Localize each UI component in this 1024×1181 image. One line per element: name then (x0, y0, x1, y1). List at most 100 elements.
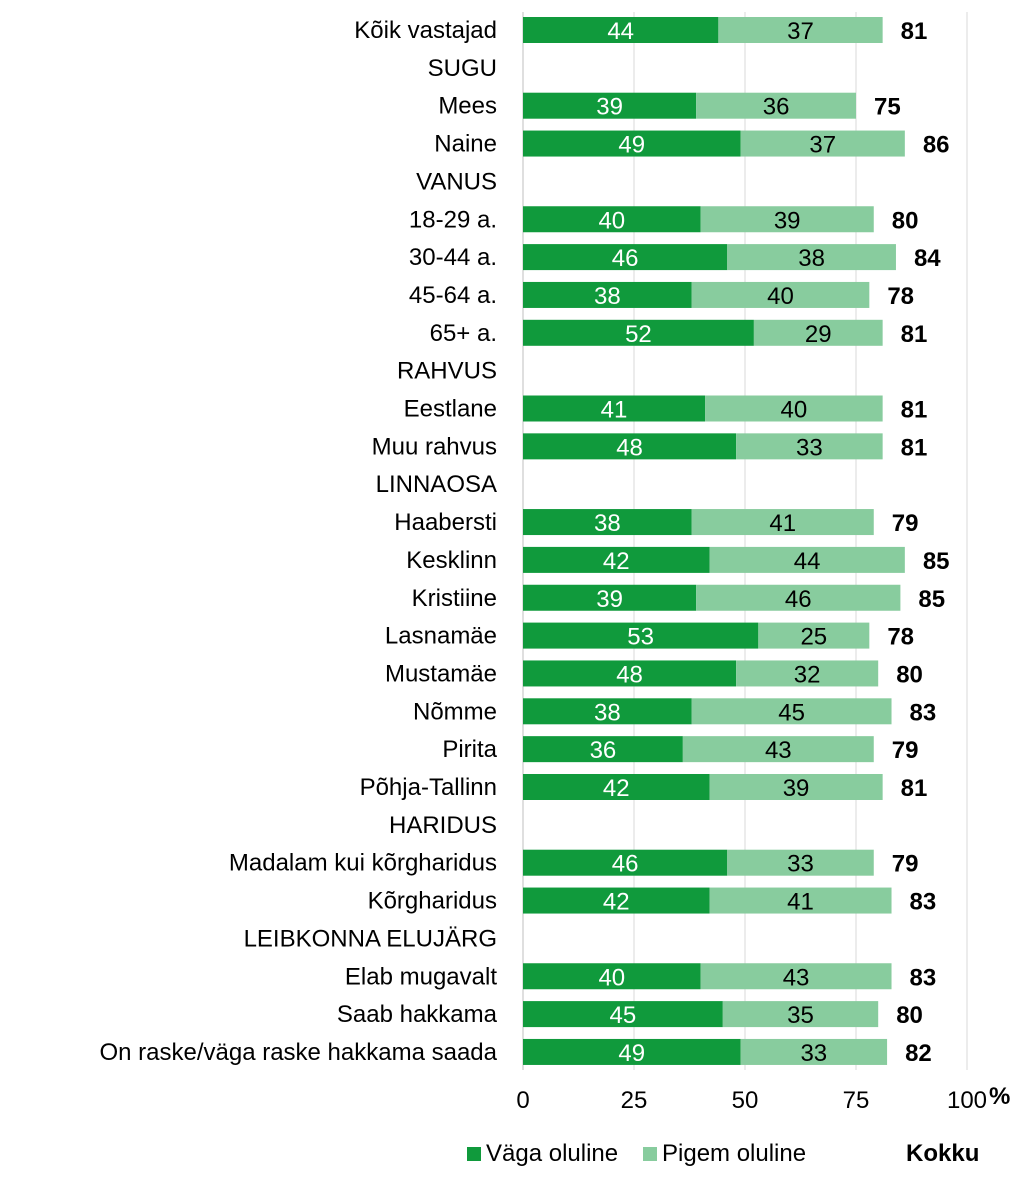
bar-vaga-oluline (523, 281, 692, 308)
legend-label-kokku: Kokku (906, 1140, 979, 1167)
bar-vaga-oluline (523, 622, 759, 649)
bar-pigem-oluline (691, 281, 870, 308)
bar-pigem-oluline (700, 206, 874, 233)
legend-label-vaga-oluline: Väga oluline (486, 1140, 618, 1167)
data-label-pigem-oluline: 33 (800, 1040, 827, 1067)
data-label-vaga-oluline: 42 (603, 775, 630, 802)
data-label-pigem-oluline: 39 (783, 775, 810, 802)
data-label-vaga-oluline: 42 (603, 889, 630, 916)
data-label-pigem-oluline: 40 (767, 283, 794, 310)
bar-pigem-oluline (736, 433, 883, 460)
total-label: 78 (887, 624, 914, 651)
data-label-vaga-oluline: 39 (596, 94, 623, 121)
legend: Väga oluline Pigem oluline Kokku (467, 1140, 979, 1167)
data-label-vaga-oluline: 46 (612, 851, 639, 878)
data-label-pigem-oluline: 40 (780, 397, 807, 424)
bar-vaga-oluline (523, 849, 728, 876)
bar-vaga-oluline (523, 887, 710, 914)
category-label: LINNAOSA (376, 471, 497, 498)
category-label: SUGU (428, 55, 497, 82)
total-label: 79 (892, 737, 919, 764)
category-label: LEIBKONNA ELUJÄRG (244, 925, 497, 952)
bar-vaga-oluline (523, 17, 719, 43)
data-label-pigem-oluline: 41 (769, 510, 796, 537)
legend-swatch-vaga-oluline (467, 1147, 481, 1161)
category-label: Kesklinn (406, 547, 497, 574)
data-label-vaga-oluline: 49 (618, 132, 645, 159)
category-label: 18-29 a. (409, 206, 497, 233)
bar-vaga-oluline (523, 206, 701, 233)
total-label: 83 (910, 964, 937, 991)
x-tick-label: 50 (732, 1087, 759, 1114)
data-label-pigem-oluline: 37 (809, 132, 836, 159)
bar-vaga-oluline (523, 698, 692, 725)
data-label-vaga-oluline: 40 (598, 207, 625, 234)
data-label-vaga-oluline: 45 (610, 1002, 637, 1029)
category-label: Madalam kui kõrgharidus (229, 850, 497, 877)
total-label: 80 (892, 207, 919, 234)
bar-vaga-oluline (523, 92, 697, 119)
data-label-vaga-oluline: 38 (594, 510, 621, 537)
category-label: Mustamäe (385, 660, 497, 687)
data-label-vaga-oluline: 38 (594, 699, 621, 726)
data-label-pigem-oluline: 37 (787, 18, 814, 45)
data-label-pigem-oluline: 39 (774, 207, 801, 234)
bar-vaga-oluline (523, 433, 737, 460)
bar-pigem-oluline (709, 887, 892, 914)
data-label-pigem-oluline: 46 (785, 586, 812, 613)
data-label-pigem-oluline: 29 (805, 321, 832, 348)
data-label-vaga-oluline: 38 (594, 283, 621, 310)
total-label: 82 (905, 1040, 932, 1067)
category-label: Elab mugavalt (345, 963, 497, 990)
bar-vaga-oluline (523, 660, 737, 687)
bar-pigem-oluline (736, 660, 879, 687)
bar-pigem-oluline (740, 1038, 888, 1065)
total-label: 79 (892, 510, 919, 537)
data-label-pigem-oluline: 33 (787, 851, 814, 878)
bar-vaga-oluline (523, 774, 710, 800)
category-label: Lasnamäe (385, 623, 497, 650)
total-label: 83 (910, 889, 937, 916)
category-label: Pirita (442, 736, 497, 763)
bar-pigem-oluline (709, 546, 905, 573)
data-label-pigem-oluline: 33 (796, 434, 823, 461)
category-label: 45-64 a. (409, 282, 497, 309)
total-label: 80 (896, 1002, 923, 1029)
total-label: 81 (901, 321, 928, 348)
x-axis: 0 25 50 75 100% (516, 1083, 1010, 1114)
data-label-vaga-oluline: 39 (596, 586, 623, 613)
bar-vaga-oluline (523, 509, 692, 536)
bar-vaga-oluline (523, 1001, 723, 1028)
category-label: HARIDUS (389, 812, 497, 839)
total-label: 85 (918, 586, 945, 613)
bar-pigem-oluline (696, 584, 901, 611)
bar-vaga-oluline (523, 130, 741, 157)
bar-pigem-oluline (758, 622, 870, 649)
data-label-vaga-oluline: 48 (616, 661, 643, 688)
category-label: RAHVUS (397, 358, 497, 385)
category-label: Eestlane (404, 396, 497, 423)
total-label: 75 (874, 94, 901, 121)
category-label: Muu rahvus (372, 433, 497, 460)
data-label-vaga-oluline: 49 (618, 1040, 645, 1067)
legend-label-pigem-oluline: Pigem oluline (662, 1140, 806, 1167)
bar-pigem-oluline (718, 17, 883, 43)
data-label-pigem-oluline: 43 (765, 737, 792, 764)
legend-swatch-pigem-oluline (643, 1147, 657, 1161)
bar-vaga-oluline (523, 395, 706, 422)
x-unit-label: % (989, 1083, 1010, 1110)
bar-pigem-oluline (691, 698, 892, 725)
bar-pigem-oluline (740, 130, 905, 157)
data-label-vaga-oluline: 44 (607, 18, 634, 45)
category-label: Põhja-Tallinn (360, 774, 497, 801)
total-label: 80 (896, 661, 923, 688)
data-label-vaga-oluline: 52 (625, 321, 652, 348)
x-tick-label: 100 (947, 1087, 987, 1114)
bar-pigem-oluline (682, 736, 874, 763)
total-label: 78 (887, 283, 914, 310)
data-label-pigem-oluline: 36 (763, 94, 790, 121)
bar-pigem-oluline (700, 963, 892, 990)
category-label: Nõmme (413, 698, 497, 725)
